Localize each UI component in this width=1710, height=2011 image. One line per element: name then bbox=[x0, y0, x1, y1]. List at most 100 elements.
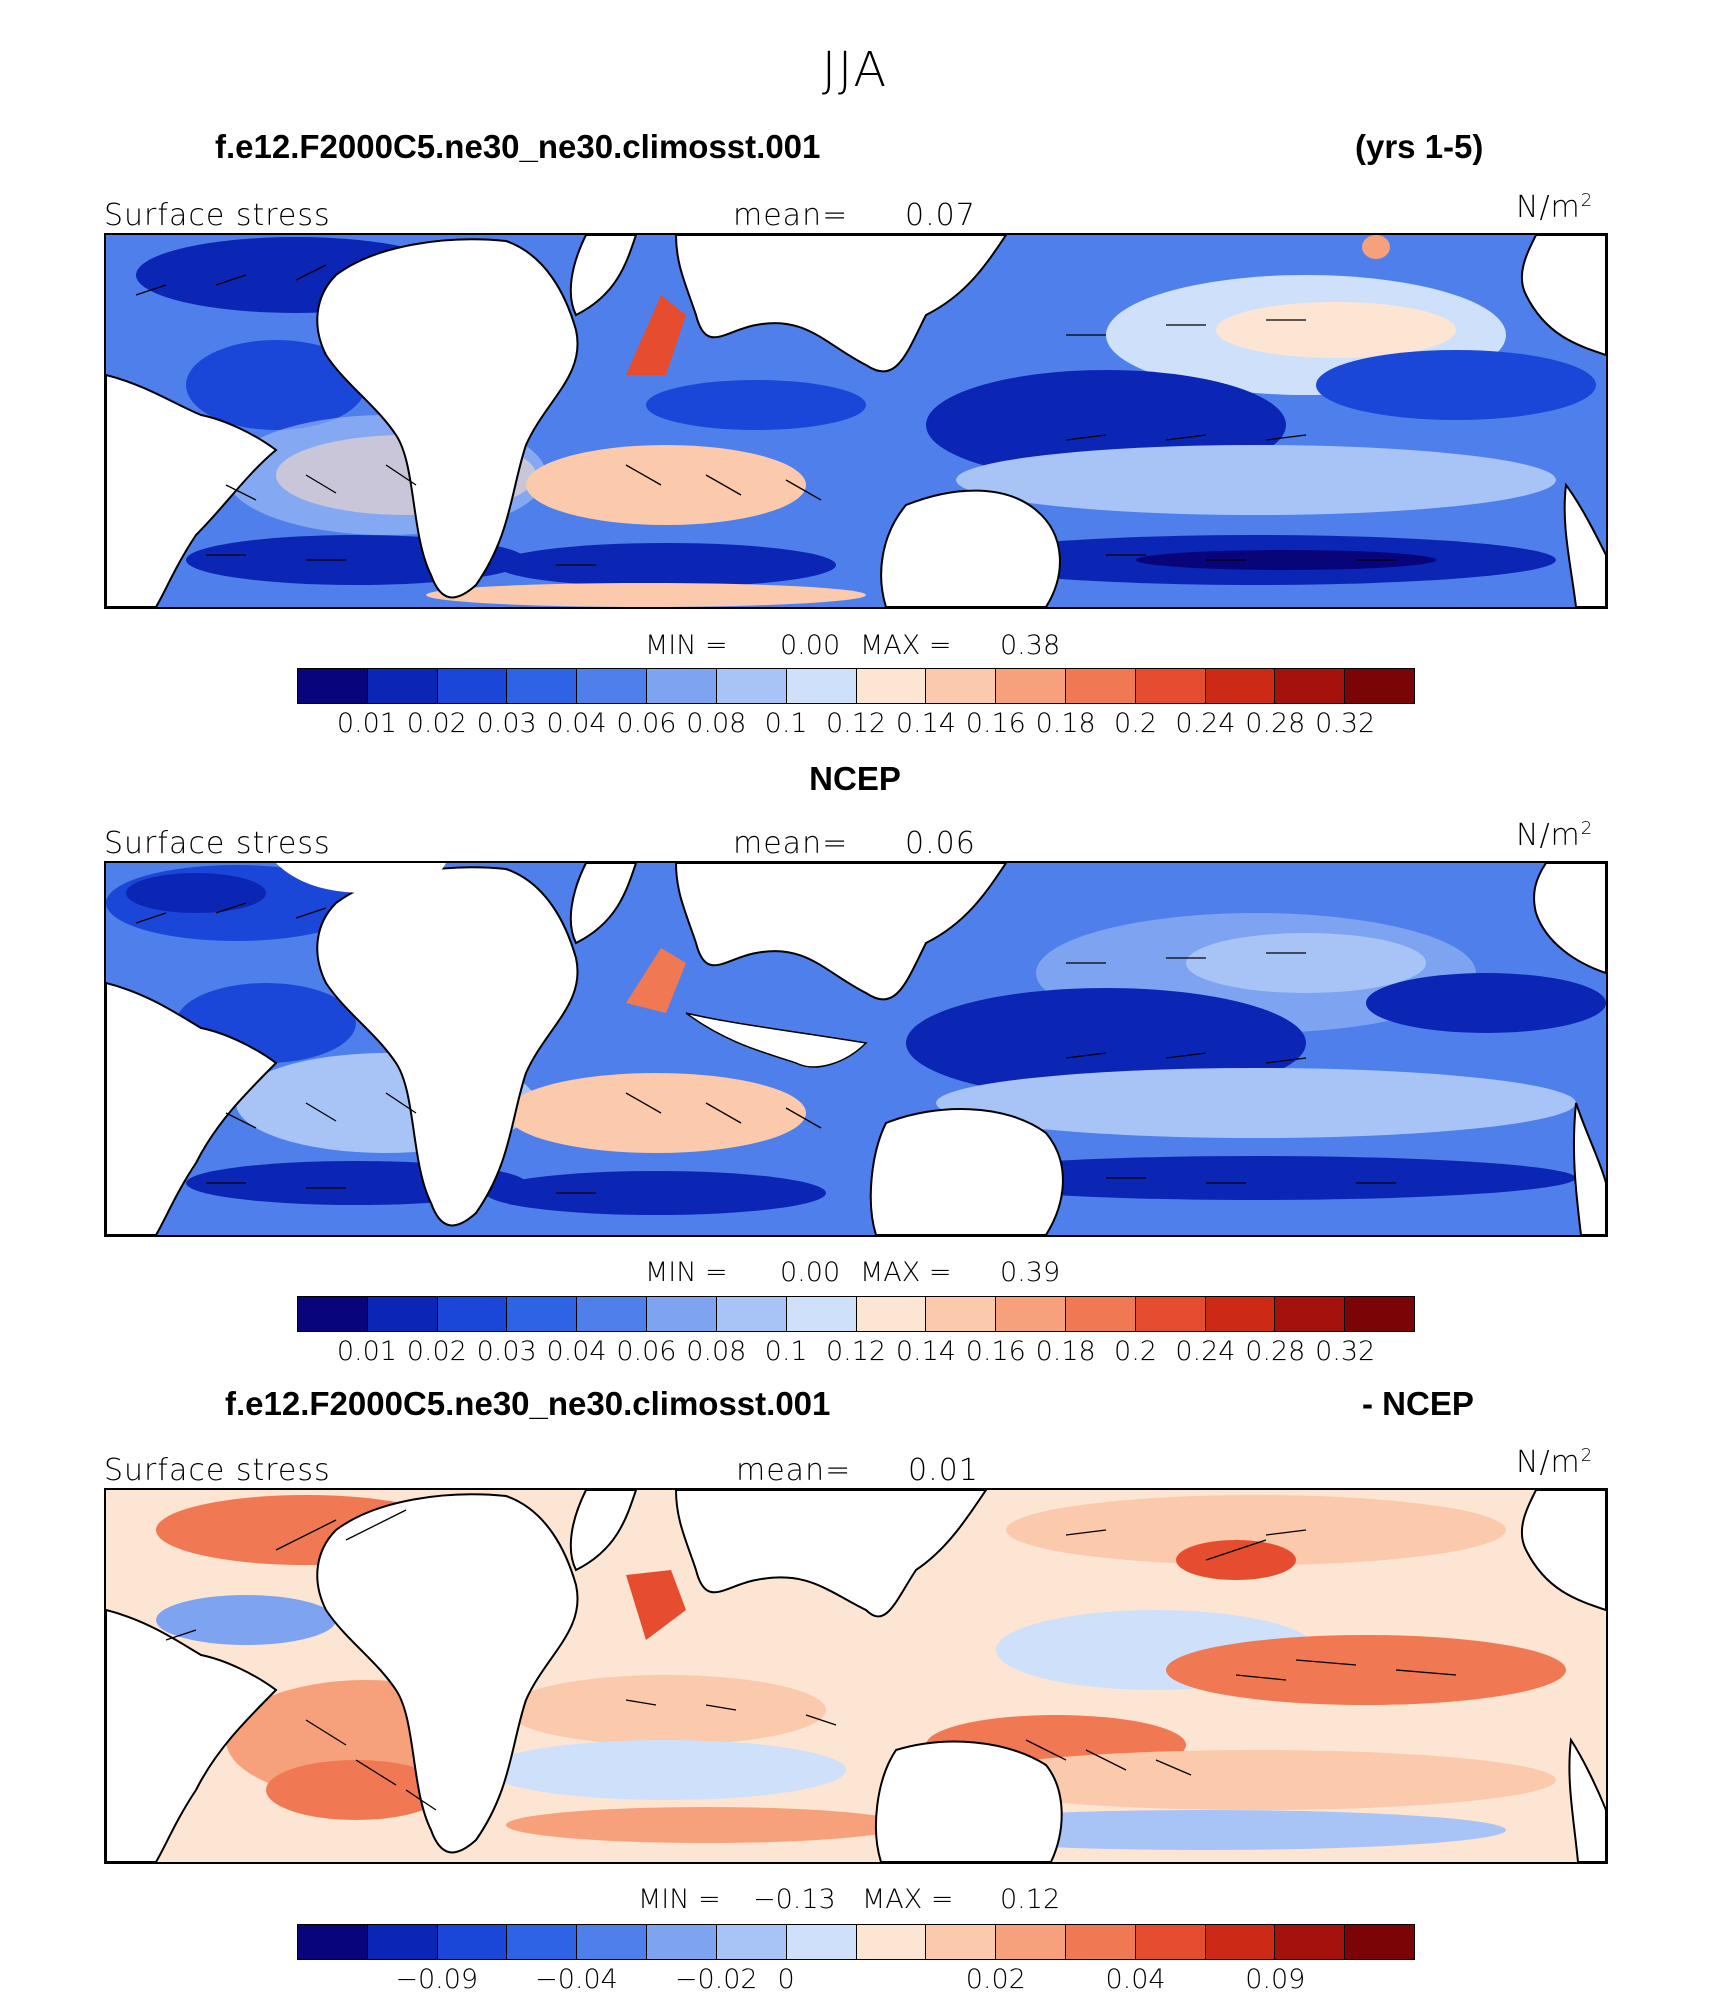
colorbar-swatch bbox=[1135, 1925, 1206, 1959]
colorbar-swatch bbox=[1205, 1297, 1276, 1331]
colorbar-tick-label: 0.04 bbox=[546, 708, 607, 739]
colorbar-swatch bbox=[507, 1925, 578, 1959]
panel-1-colorbar bbox=[297, 668, 1415, 704]
colorbar-tick-label: 0.1 bbox=[764, 1336, 808, 1367]
colorbar-swatch bbox=[1135, 1297, 1206, 1331]
panel-3-max-value: 0.12 bbox=[1000, 1884, 1061, 1915]
colorbar-swatch bbox=[577, 1925, 648, 1959]
colorbar-tick-label: 0.06 bbox=[616, 1336, 677, 1367]
colorbar-swatch bbox=[716, 1297, 787, 1331]
colorbar-tick-label: 0.06 bbox=[616, 708, 677, 739]
colorbar-tick-label: 0.04 bbox=[1105, 1964, 1166, 1995]
colorbar-tick-label: 0.1 bbox=[764, 708, 808, 739]
colorbar-tick-label: 0.24 bbox=[1175, 1336, 1236, 1367]
colorbar-tick-label: 0.04 bbox=[546, 1336, 607, 1367]
panel-3-mean-value: 0.01 bbox=[908, 1453, 979, 1488]
colorbar-swatch bbox=[1275, 1925, 1346, 1959]
panel-1-min-value: 0.00 bbox=[780, 630, 841, 661]
panel-1-max-value: 0.38 bbox=[1000, 630, 1061, 661]
colorbar-tick-label: 0 bbox=[777, 1964, 795, 1995]
colorbar-tick-label: 0.16 bbox=[965, 708, 1026, 739]
panel-1-min-label: MIN = bbox=[645, 630, 728, 661]
colorbar-tick-label: 0.32 bbox=[1315, 1336, 1376, 1367]
colorbar-swatch bbox=[298, 1297, 368, 1331]
panel-1-colorbar-ticks: 0.01 0.02 0.03 0.04 0.06 0.08 0.1 0.12 0.14 0.16 0… bbox=[0, 708, 1710, 744]
colorbar-swatch bbox=[647, 1925, 717, 1959]
colorbar-swatch bbox=[367, 1297, 438, 1331]
colorbar-swatch bbox=[786, 1925, 857, 1959]
colorbar-swatch bbox=[647, 1297, 717, 1331]
colorbar-tick-label: 0.02 bbox=[406, 708, 467, 739]
colorbar-swatch bbox=[716, 1925, 787, 1959]
colorbar-swatch bbox=[367, 669, 438, 703]
colorbar-tick-label: 0.02 bbox=[965, 1964, 1026, 1995]
colorbar-swatch bbox=[1065, 1925, 1136, 1959]
colorbar-swatch bbox=[1065, 1297, 1136, 1331]
colorbar-swatch bbox=[507, 1297, 578, 1331]
panel-3-min-value: −0.13 bbox=[753, 1884, 836, 1915]
panel-3-map bbox=[104, 1488, 1608, 1864]
colorbar-swatch bbox=[1135, 669, 1206, 703]
colorbar-tick-label: 0.14 bbox=[895, 708, 956, 739]
colorbar-tick-label: −0.02 bbox=[674, 1964, 758, 1995]
colorbar-swatch bbox=[507, 669, 578, 703]
panel-1-variable-label: Surface stress bbox=[104, 198, 331, 233]
colorbar-tick-label: 0.16 bbox=[965, 1336, 1026, 1367]
colorbar-swatch bbox=[856, 669, 927, 703]
panel-2-mean-label: mean= bbox=[733, 826, 849, 861]
colorbar-tick-label: 0.02 bbox=[406, 1336, 467, 1367]
panel-2-variable-label: Surface stress bbox=[104, 826, 331, 861]
colorbar-swatch bbox=[1345, 1925, 1414, 1959]
colorbar-tick-label: 0.03 bbox=[476, 1336, 537, 1367]
colorbar-tick-label: 0.12 bbox=[825, 708, 887, 739]
panel-3-colorbar-ticks: −0.09 −0.04 −0.02 0 0.02 0.04 0.09 bbox=[0, 1964, 1710, 2000]
colorbar-swatch bbox=[716, 669, 787, 703]
panel-3-mean-label: mean= bbox=[736, 1453, 852, 1488]
panel-2-map-svg bbox=[106, 863, 1606, 1235]
panel-2-map bbox=[104, 861, 1608, 1237]
colorbar-swatch bbox=[1065, 669, 1136, 703]
colorbar-swatch bbox=[437, 669, 508, 703]
colorbar-swatch bbox=[926, 669, 997, 703]
colorbar-tick-label: 0.03 bbox=[476, 708, 537, 739]
colorbar-swatch bbox=[1345, 1297, 1414, 1331]
colorbar-swatch bbox=[926, 1297, 997, 1331]
panel-2-colorbar bbox=[297, 1296, 1415, 1332]
colorbar-swatch bbox=[856, 1297, 927, 1331]
colorbar-tick-label: 0.12 bbox=[825, 1336, 887, 1367]
colorbar-tick-label: −0.09 bbox=[395, 1964, 479, 1995]
colorbar-swatch bbox=[996, 669, 1066, 703]
colorbar-swatch bbox=[577, 669, 648, 703]
colorbar-swatch bbox=[437, 1297, 508, 1331]
panel-3-title-left: f.e12.F2000C5.ne30_ne30.climosst.001 bbox=[225, 1385, 831, 1422]
colorbar-swatch bbox=[786, 1297, 857, 1331]
colorbar-swatch bbox=[437, 1925, 508, 1959]
colorbar-swatch bbox=[1345, 669, 1414, 703]
panel-1-max-label: MAX = bbox=[860, 630, 952, 661]
panel-3-max-label: MAX = bbox=[862, 1884, 954, 1915]
colorbar-swatch bbox=[1205, 669, 1276, 703]
panel-3-min-label: MIN = bbox=[638, 1884, 721, 1915]
colorbar-swatch bbox=[647, 669, 717, 703]
panel-1-mean-value: 0.07 bbox=[905, 198, 976, 233]
panel-2-max-value: 0.39 bbox=[1000, 1257, 1061, 1288]
colorbar-tick-label: 0.28 bbox=[1245, 1336, 1306, 1367]
colorbar-swatch bbox=[856, 1925, 927, 1959]
figure-title: JJA bbox=[821, 42, 889, 98]
colorbar-swatch bbox=[996, 1297, 1066, 1331]
colorbar-tick-label: 0.01 bbox=[336, 1336, 397, 1367]
panel-2-min-label: MIN = bbox=[645, 1257, 728, 1288]
panel-1-title-right: (yrs 1-5) bbox=[1355, 128, 1484, 165]
colorbar-swatch bbox=[1275, 1297, 1346, 1331]
panel-2-colorbar-ticks: 0.01 0.02 0.03 0.04 0.06 0.08 0.1 0.12 0.14 0.16 0… bbox=[0, 1336, 1710, 1372]
colorbar-swatch bbox=[786, 669, 857, 703]
colorbar-tick-label: 0.14 bbox=[895, 1336, 956, 1367]
colorbar-swatch bbox=[367, 1925, 438, 1959]
panel-1-title-left: f.e12.F2000C5.ne30_ne30.climosst.001 bbox=[215, 128, 821, 165]
colorbar-swatch bbox=[1205, 1925, 1276, 1959]
panel-2-max-label: MAX = bbox=[860, 1257, 952, 1288]
colorbar-tick-label: 0.2 bbox=[1114, 1336, 1157, 1367]
colorbar-tick-label: 0.08 bbox=[686, 708, 747, 739]
colorbar-swatch bbox=[577, 1297, 648, 1331]
colorbar-tick-label: 0.09 bbox=[1245, 1964, 1306, 1995]
